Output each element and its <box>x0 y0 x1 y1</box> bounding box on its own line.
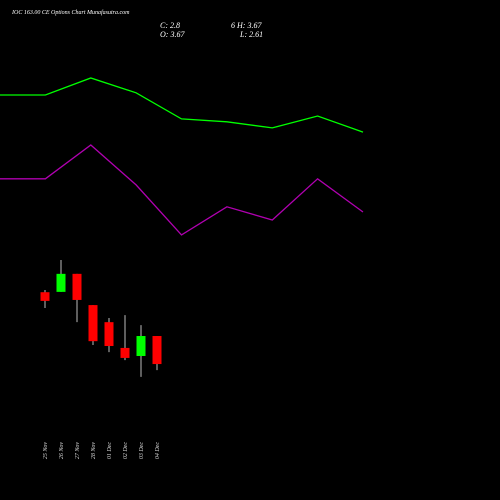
candle-body <box>72 273 82 300</box>
candle-body <box>88 305 98 342</box>
x-tick-label: 28 Nov <box>91 442 97 460</box>
candle-body <box>152 336 162 365</box>
x-tick-label: 04 Dec <box>154 442 161 459</box>
indicator-line <box>0 77 364 133</box>
candle-body <box>104 322 114 347</box>
info-text: C: 2.8 <box>160 21 180 30</box>
candle-body <box>120 347 130 358</box>
x-tick-label: 03 Dec <box>139 442 145 459</box>
candle-body <box>136 336 146 356</box>
x-tick-label: 25 Nov <box>43 442 49 460</box>
x-tick-label: 26 Nov <box>59 442 65 460</box>
x-tick-label: 02 Dec <box>123 442 129 459</box>
indicator-line <box>0 144 364 236</box>
candle-body <box>40 292 50 301</box>
x-tick-label: 01 Dec <box>107 442 113 459</box>
candle-body <box>56 273 66 292</box>
info-text: 6 H: 3.67 <box>231 21 262 30</box>
info-text: L: 2.61 <box>239 30 263 39</box>
x-tick-label: 27 Nov <box>75 442 81 460</box>
info-text: O: 3.67 <box>160 30 185 39</box>
chart-title: IOC 163.00 CE Options Chart Munafasutra.… <box>11 9 130 16</box>
